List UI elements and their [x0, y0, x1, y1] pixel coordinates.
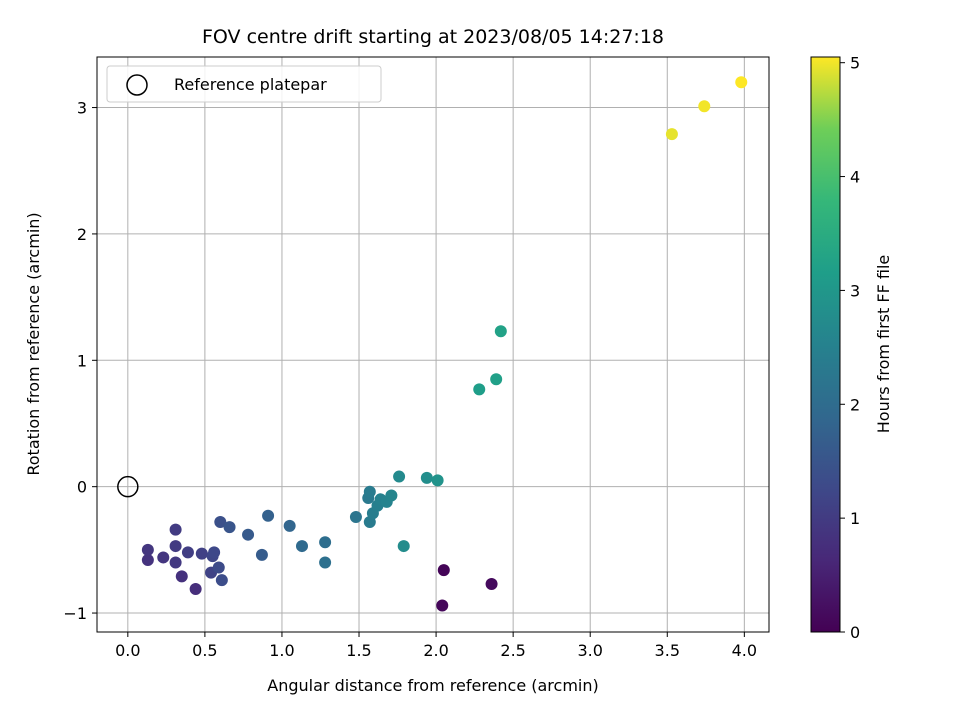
data-point-19 [223, 521, 236, 534]
data-point-4 [175, 570, 188, 583]
data-point-8 [169, 556, 182, 569]
data-point-21 [255, 548, 268, 561]
data-point-17 [215, 574, 228, 587]
data-point-1 [436, 599, 449, 612]
colorbar: 0 1 2 3 4 5 Hours from first FF file [810, 54, 893, 642]
data-point-39 [431, 474, 444, 487]
data-point-18 [214, 516, 227, 529]
data-point-23 [283, 519, 296, 532]
chart-title: FOV centre drift starting at 2023/08/05 … [202, 26, 664, 48]
x-tick-label-6: 3.0 [577, 641, 602, 660]
x-tick-label-5: 2.5 [500, 641, 525, 660]
y-axis-ticks: −1 0 1 2 3 [63, 99, 97, 623]
data-point-35 [385, 489, 398, 502]
data-point-20 [242, 528, 255, 541]
y-tick-label-3: 2 [77, 225, 87, 244]
data-point-2 [485, 577, 498, 590]
x-tick-label-2: 1.0 [269, 641, 294, 660]
data-point-29 [363, 485, 376, 498]
legend-entry-label: Reference platepar [174, 75, 327, 94]
data-point-7 [157, 551, 170, 564]
data-point-22 [262, 509, 275, 522]
y-axis-label: Rotation from reference (arcmin) [24, 212, 43, 475]
colorbar-tick-label-2: 2 [850, 395, 860, 414]
x-tick-label-4: 2.0 [423, 641, 448, 660]
colorbar-label: Hours from first FF file [874, 255, 893, 434]
data-point-38 [420, 471, 433, 484]
data-point-43 [665, 128, 678, 141]
colorbar-tick-label-4: 4 [850, 168, 860, 187]
x-tick-label-8: 4.0 [732, 641, 757, 660]
x-tick-label-7: 3.5 [655, 641, 680, 660]
data-point-36 [393, 470, 406, 483]
legend: Reference platepar [106, 65, 382, 103]
data-point-27 [349, 511, 362, 523]
data-point-37 [397, 540, 410, 553]
data-point-42 [494, 325, 507, 338]
data-point-41 [490, 373, 503, 386]
data-point-25 [319, 536, 332, 549]
x-tick-label-0: 0.0 [115, 641, 140, 660]
data-points [141, 76, 748, 612]
x-tick-label-1: 0.5 [192, 641, 217, 660]
data-point-24 [295, 540, 308, 553]
y-tick-label-2: 1 [77, 351, 87, 370]
data-point-16 [212, 561, 225, 574]
data-point-3 [189, 583, 202, 596]
grid-lines [97, 57, 769, 632]
data-point-11 [181, 546, 194, 559]
data-point-26 [319, 556, 332, 569]
data-point-44 [698, 100, 711, 113]
data-point-10 [169, 523, 182, 536]
reference-platepar-marker [117, 475, 139, 498]
colorbar-tick-label-5: 5 [850, 54, 860, 73]
colorbar-gradient [810, 56, 841, 633]
y-tick-label-1: 0 [77, 478, 87, 497]
y-tick-label-4: 3 [77, 99, 87, 118]
colorbar-ticks: 0 1 2 3 4 5 [840, 54, 860, 642]
colorbar-tick-label-3: 3 [850, 281, 860, 300]
data-point-15 [208, 546, 221, 559]
colorbar-tick-label-0: 0 [850, 623, 860, 642]
y-tick-label-0: −1 [63, 604, 87, 623]
colorbar-tick-label-1: 1 [850, 509, 860, 528]
legend-reference-marker [126, 74, 148, 96]
data-point-0 [437, 564, 450, 577]
data-point-6 [141, 543, 154, 556]
data-point-9 [169, 540, 182, 553]
x-tick-label-3: 1.5 [346, 641, 371, 660]
reference-marker-group [117, 475, 139, 498]
data-point-45 [735, 76, 748, 89]
plot-frame [96, 56, 770, 633]
legend-box [106, 65, 382, 103]
data-point-12 [195, 547, 208, 560]
x-axis-label: Angular distance from reference (arcmin) [267, 676, 598, 695]
data-point-5 [141, 553, 154, 566]
x-axis-ticks: 0.0 0.5 1.0 1.5 2.0 2.5 3.0 3.5 4.0 [115, 632, 757, 660]
data-point-40 [473, 383, 486, 396]
